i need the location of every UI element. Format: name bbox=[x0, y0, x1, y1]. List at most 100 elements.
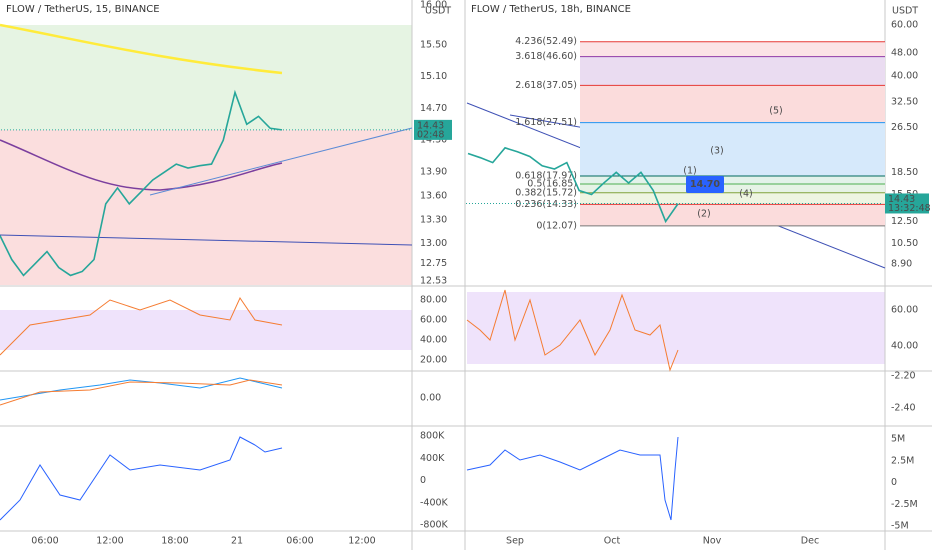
obv-tick: 0 bbox=[891, 477, 897, 488]
countdown: 13:32:48 bbox=[888, 203, 931, 214]
price-tick: 18.50 bbox=[891, 167, 918, 178]
fib-band bbox=[580, 56, 885, 86]
chart-header: FLOW / TetherUS, 15, BINANCE bbox=[6, 4, 160, 15]
rsi-band bbox=[0, 310, 412, 350]
target-badge bbox=[686, 176, 724, 193]
loss-zone bbox=[0, 130, 412, 285]
price-tick: 16.00 bbox=[420, 0, 447, 11]
time-tick: 06:00 bbox=[31, 536, 58, 547]
price-tick: 48.00 bbox=[891, 47, 918, 58]
ma-mid bbox=[0, 139, 283, 191]
price-tick: 15.50 bbox=[420, 39, 447, 50]
fib-band bbox=[580, 122, 885, 176]
obv-tick: 0 bbox=[420, 475, 426, 486]
profit-zone bbox=[0, 25, 412, 130]
price-tick: 60.00 bbox=[891, 20, 918, 31]
price-badge bbox=[885, 193, 929, 214]
price-line bbox=[467, 146, 679, 224]
fib-label: 3.618(46.60) bbox=[515, 51, 577, 62]
rsi-tick: 60.00 bbox=[891, 305, 918, 316]
fib-band bbox=[580, 184, 885, 193]
obv-tick: 5M bbox=[891, 434, 905, 445]
obv-tick: 400K bbox=[420, 453, 445, 464]
time-tick: 12:00 bbox=[348, 536, 375, 547]
ma-long bbox=[0, 23, 283, 75]
price-tick: 12.53 bbox=[420, 276, 447, 287]
obv-tick: 2.5M bbox=[891, 455, 914, 466]
price-tick: 13.30 bbox=[420, 214, 447, 225]
obv-tick: 800K bbox=[420, 431, 445, 442]
price-tick: 40.00 bbox=[891, 70, 918, 81]
price-tick: 13.60 bbox=[420, 190, 447, 201]
price-tick: 15.10 bbox=[420, 71, 447, 82]
macd-tick: -2.40 bbox=[891, 403, 916, 414]
rsi-tick: 40.00 bbox=[891, 341, 918, 352]
fib-band bbox=[580, 192, 885, 205]
fib-label: 2.618(37.05) bbox=[515, 80, 577, 91]
rsi-tick: 60.00 bbox=[420, 315, 447, 326]
fib-label: 0(12.07) bbox=[536, 220, 577, 231]
wave-label: (5) bbox=[769, 106, 782, 117]
rsi-line bbox=[466, 289, 679, 372]
last-price: 14.43 bbox=[888, 194, 915, 205]
fib-label: 0.382(15.72) bbox=[515, 187, 577, 198]
fib-label: 1.618(27.51) bbox=[515, 117, 577, 128]
time-tick: Dec bbox=[801, 536, 819, 547]
time-tick: 18:00 bbox=[161, 536, 188, 547]
obv-tick: -800K bbox=[420, 520, 449, 531]
obv-tick: -400K bbox=[420, 497, 449, 508]
obv-tick: -5M bbox=[891, 521, 909, 532]
time-tick: 06:00 bbox=[286, 536, 313, 547]
price-tick: 12.50 bbox=[891, 216, 918, 227]
fib-band bbox=[580, 204, 885, 226]
trend-line bbox=[0, 234, 413, 246]
price-tick: 13.90 bbox=[420, 167, 447, 178]
time-tick: Oct bbox=[604, 536, 621, 547]
chart-header: FLOW / TetherUS, 18h, BINANCE bbox=[471, 4, 631, 15]
fib-label: 0.5(16.85) bbox=[527, 179, 577, 190]
time-tick: 12:00 bbox=[96, 536, 123, 547]
macd-tick: -2.20 bbox=[891, 371, 916, 382]
fib-label: 4.236(52.49) bbox=[515, 36, 577, 47]
wave-label: (1) bbox=[683, 166, 696, 177]
signal-line bbox=[0, 379, 283, 406]
price-tick: 32.50 bbox=[891, 96, 918, 107]
wave-label: (2) bbox=[697, 209, 710, 220]
price-tick: 8.90 bbox=[891, 259, 912, 270]
rsi-tick: 40.00 bbox=[420, 335, 447, 346]
time-tick: Nov bbox=[703, 536, 722, 547]
time-tick: Sep bbox=[506, 536, 524, 547]
countdown: 02:48 bbox=[417, 129, 444, 140]
price-tick: 14.70 bbox=[420, 103, 447, 114]
obv-line bbox=[466, 436, 679, 521]
price-badge bbox=[414, 119, 452, 140]
time-tick: 21 bbox=[231, 536, 243, 547]
target-label: 14.70 bbox=[690, 179, 720, 190]
fib-band bbox=[580, 85, 885, 123]
fib-label: 0.618(17.97) bbox=[515, 170, 577, 181]
rsi-tick: 80.00 bbox=[420, 295, 447, 306]
unit-label: USDT bbox=[892, 6, 918, 17]
fib-band bbox=[580, 175, 885, 185]
price-tick: 12.75 bbox=[420, 258, 447, 269]
macd-tick: 0.00 bbox=[420, 393, 441, 404]
rsi-line bbox=[0, 296, 283, 356]
price-tick: 10.50 bbox=[891, 238, 918, 249]
obv-tick: -2.5M bbox=[891, 499, 918, 510]
trend-line bbox=[149, 127, 413, 196]
unit-label: USDT bbox=[425, 6, 451, 17]
price-line bbox=[0, 89, 283, 277]
obv-line bbox=[0, 436, 283, 521]
wave-label: (4) bbox=[739, 189, 752, 200]
wave-label: (3) bbox=[710, 146, 723, 157]
last-price: 14.43 bbox=[417, 120, 444, 131]
price-tick: 26.50 bbox=[891, 122, 918, 133]
rsi-tick: 20.00 bbox=[420, 355, 447, 366]
price-tick: 13.00 bbox=[420, 238, 447, 249]
rsi-band bbox=[467, 292, 885, 364]
fib-label: 0.236(14.33) bbox=[515, 199, 577, 210]
macd-line bbox=[0, 377, 283, 401]
price-tick: 14.30 bbox=[420, 135, 447, 146]
fib-band bbox=[580, 41, 885, 57]
